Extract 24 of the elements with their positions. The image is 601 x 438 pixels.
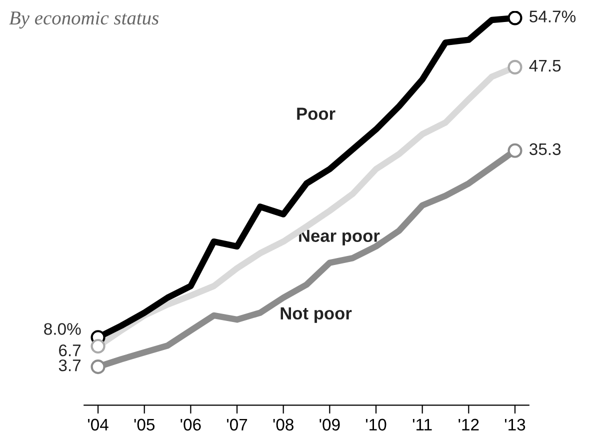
point — [90, 359, 106, 374]
chart-title: By economic status — [9, 12, 159, 29]
data-label: 3.7 — [58, 359, 81, 372]
x-tick-label: '07 — [227, 418, 248, 431]
x-tick-label: '08 — [273, 418, 294, 431]
point — [508, 10, 522, 26]
x-tick-label: '13 — [504, 418, 526, 431]
point — [90, 338, 106, 354]
point — [508, 143, 522, 158]
data-label: 8.0% — [44, 323, 81, 335]
data-label: 47.5 — [529, 60, 561, 72]
x-tick-label: '06 — [180, 418, 201, 431]
data-label: 35.3 — [530, 143, 561, 156]
x-tick-label: '11 — [412, 418, 432, 430]
data-label: 54.7% — [530, 10, 576, 22]
data-label: 6.7 — [59, 344, 81, 356]
point — [508, 60, 522, 74]
x-tick-label: '10 — [366, 418, 386, 431]
x-tick-label: '12 — [458, 418, 479, 430]
x-tick-label: '09 — [320, 418, 340, 431]
x-tick-label: '04 — [88, 418, 108, 431]
series-label: Poor — [297, 108, 336, 120]
series-label: Not poor — [280, 307, 352, 323]
x-tick-label: '05 — [134, 418, 155, 431]
